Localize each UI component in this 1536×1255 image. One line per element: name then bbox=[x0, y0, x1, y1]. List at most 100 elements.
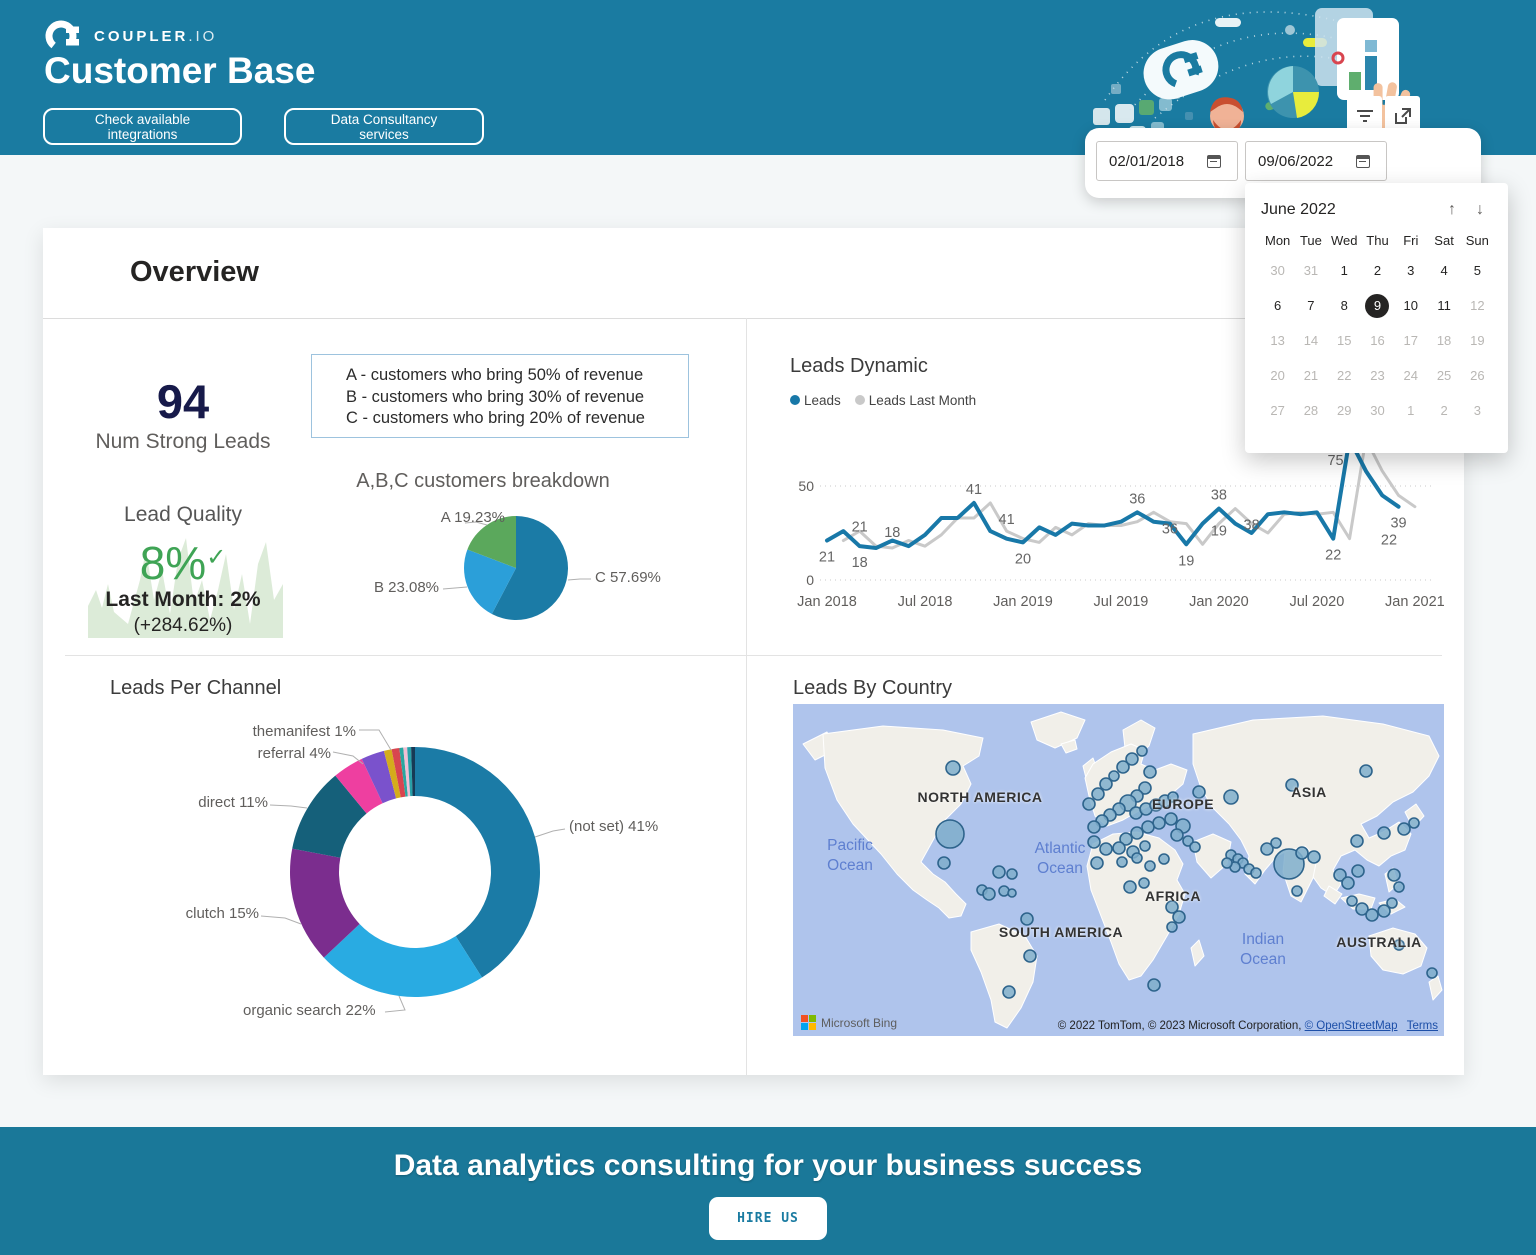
hire-us-button[interactable]: HIRE US bbox=[709, 1197, 827, 1240]
calendar-day[interactable]: 8 bbox=[1340, 298, 1348, 313]
abc-legend-line: A - customers who bring 50% of revenue bbox=[346, 366, 644, 384]
calendar-day[interactable]: 20 bbox=[1270, 368, 1285, 383]
weekday-label: Tue bbox=[1299, 233, 1322, 248]
footer-heading: Data analytics consulting for your busin… bbox=[393, 1149, 1143, 1182]
abc-pie-title: A,B,C customers breakdown bbox=[356, 470, 610, 492]
donut-label-not-set: (not set) 41% bbox=[569, 818, 659, 835]
calendar-day[interactable]: 16 bbox=[1370, 333, 1385, 348]
calendar-day[interactable]: 1 bbox=[1340, 263, 1348, 278]
world-map[interactable]: NORTH AMERICA EUROPE ASIA AFRICA SOUTH AMERI… bbox=[793, 704, 1444, 1036]
calendar-day[interactable]: 3 bbox=[1407, 263, 1415, 278]
calendar-icon[interactable] bbox=[1356, 154, 1370, 168]
end-date-field[interactable] bbox=[1245, 141, 1387, 181]
data-consultancy-button[interactable]: Data Consultancy services bbox=[284, 108, 484, 145]
calendar-day-selected[interactable]: 9 bbox=[1365, 294, 1390, 318]
terms-link[interactable]: Terms bbox=[1406, 1020, 1438, 1032]
calendar-prev-button[interactable]: ↑ bbox=[1438, 201, 1466, 219]
end-date-input[interactable] bbox=[1258, 152, 1350, 170]
calendar-day[interactable]: 1 bbox=[1407, 403, 1415, 418]
calendar-day[interactable]: 3 bbox=[1473, 403, 1481, 418]
calendar-day[interactable]: 2 bbox=[1373, 263, 1382, 278]
calendar-day[interactable]: 28 bbox=[1303, 403, 1319, 418]
calendar-day[interactable]: 25 bbox=[1436, 368, 1452, 383]
map-attribution: © 2022 TomTom, © 2023 Microsoft Corporat… bbox=[1057, 1020, 1438, 1032]
map-continent-label: ASIA bbox=[1291, 784, 1327, 800]
calendar-day[interactable]: 5 bbox=[1473, 263, 1481, 278]
svg-text:50: 50 bbox=[798, 478, 814, 494]
check-integrations-button[interactable]: Check available integrations bbox=[43, 108, 242, 145]
calendar-day[interactable]: 2 bbox=[1440, 403, 1448, 418]
calendar-day[interactable]: 18 bbox=[1436, 333, 1452, 348]
calendar-day[interactable]: 26 bbox=[1470, 368, 1485, 383]
svg-text:38: 38 bbox=[1244, 518, 1260, 534]
calendar-day[interactable]: 27 bbox=[1270, 403, 1285, 418]
svg-text:Jul 2018: Jul 2018 bbox=[898, 594, 953, 610]
calendar-day[interactable]: 30 bbox=[1370, 403, 1385, 418]
calendar-day[interactable]: 12 bbox=[1470, 298, 1485, 313]
svg-text:22: 22 bbox=[1325, 548, 1341, 564]
weekday-label: Fri bbox=[1403, 233, 1419, 248]
num-strong-leads-value: 94 bbox=[156, 375, 210, 428]
calendar-day[interactable]: 22 bbox=[1336, 368, 1352, 383]
abc-legend-box: A - customers who bring 50% of revenue B… bbox=[311, 354, 689, 438]
calendar-day[interactable]: 30 bbox=[1270, 263, 1285, 278]
svg-text:Jan 2020: Jan 2020 bbox=[1189, 594, 1249, 610]
num-strong-leads-label: Num Strong Leads bbox=[95, 430, 271, 453]
divider bbox=[43, 318, 1464, 319]
calendar-day[interactable]: 6 bbox=[1274, 298, 1282, 313]
calendar-day[interactable]: 4 bbox=[1440, 263, 1448, 278]
down-arrow-icon: ↓ bbox=[1476, 201, 1484, 218]
svg-text:Jan 2021: Jan 2021 bbox=[1385, 594, 1445, 610]
map-ocean-label: Indian Ocean bbox=[1240, 931, 1286, 968]
svg-text:21: 21 bbox=[819, 550, 835, 566]
calendar-day[interactable]: 19 bbox=[1470, 333, 1485, 348]
map-continent-label: NORTH AMERICA bbox=[917, 789, 1043, 805]
footer-banner: Data analytics consulting for your busin… bbox=[0, 1127, 1536, 1255]
weekday-label: Sun bbox=[1465, 233, 1489, 248]
calendar-day[interactable]: 31 bbox=[1303, 263, 1319, 278]
calendar-day[interactable]: 24 bbox=[1403, 368, 1419, 383]
start-date-field[interactable] bbox=[1096, 141, 1238, 181]
up-arrow-icon: ↑ bbox=[1448, 201, 1456, 218]
legend-item-leads: Leads bbox=[790, 393, 841, 408]
svg-text:Jul 2019: Jul 2019 bbox=[1094, 594, 1149, 610]
weekday-label: Sat bbox=[1434, 233, 1454, 248]
donut-label-referral: referral 4% bbox=[257, 745, 331, 762]
coupler-logo-icon bbox=[45, 20, 79, 52]
overview-card: Overview 94 Num Strong Leads A - custome… bbox=[43, 228, 1464, 1075]
lead-quality-delta: (+284.62%) bbox=[133, 615, 233, 636]
svg-text:41: 41 bbox=[966, 482, 982, 498]
calendar-day[interactable]: 7 bbox=[1307, 298, 1315, 313]
calendar-day[interactable]: 17 bbox=[1403, 333, 1419, 348]
calendar-day[interactable]: 11 bbox=[1437, 298, 1451, 313]
svg-text:Jan 2018: Jan 2018 bbox=[797, 594, 857, 610]
calendar-icon[interactable] bbox=[1207, 154, 1221, 168]
donut-label-organic-search: organic search 22% bbox=[243, 1002, 376, 1019]
lead-quality-last-month: Last Month: 2% bbox=[105, 588, 261, 611]
calendar-day[interactable]: 29 bbox=[1336, 403, 1352, 418]
weekday-label: Thu bbox=[1366, 233, 1389, 248]
calendar-next-button[interactable]: ↓ bbox=[1466, 201, 1494, 219]
map-continent-label: SOUTH AMERICA bbox=[998, 924, 1124, 940]
donut-label-clutch: clutch 15% bbox=[185, 905, 259, 922]
calendar-day[interactable]: 10 bbox=[1403, 298, 1419, 313]
leads-dynamic-chart: 0 50 Jan 2018 Jul 2018 Jan 2019 Jul 2019 Jan 2… bbox=[780, 430, 1460, 625]
calendar-day[interactable]: 15 bbox=[1336, 333, 1352, 348]
map-ocean-label: Pacific Ocean bbox=[827, 837, 873, 874]
calendar-day[interactable]: 13 bbox=[1270, 333, 1285, 348]
svg-text:18: 18 bbox=[852, 555, 868, 571]
abc-pie-chart bbox=[323, 498, 723, 673]
overview-title: Overview bbox=[130, 256, 259, 288]
calendar-day[interactable]: 21 bbox=[1303, 368, 1319, 383]
openstreetmap-link[interactable]: © OpenStreetMap bbox=[1304, 1020, 1398, 1032]
divider bbox=[746, 318, 747, 1075]
legend-dot bbox=[854, 395, 865, 405]
svg-text:20: 20 bbox=[1015, 551, 1031, 567]
calendar-day[interactable]: 23 bbox=[1370, 368, 1385, 383]
weekday-label: Wed bbox=[1330, 233, 1358, 248]
map-continent-label: AUSTRALIA bbox=[1336, 934, 1422, 950]
start-date-input[interactable] bbox=[1109, 152, 1201, 170]
svg-text:36: 36 bbox=[1129, 491, 1145, 507]
calendar-day[interactable]: 14 bbox=[1303, 333, 1319, 348]
